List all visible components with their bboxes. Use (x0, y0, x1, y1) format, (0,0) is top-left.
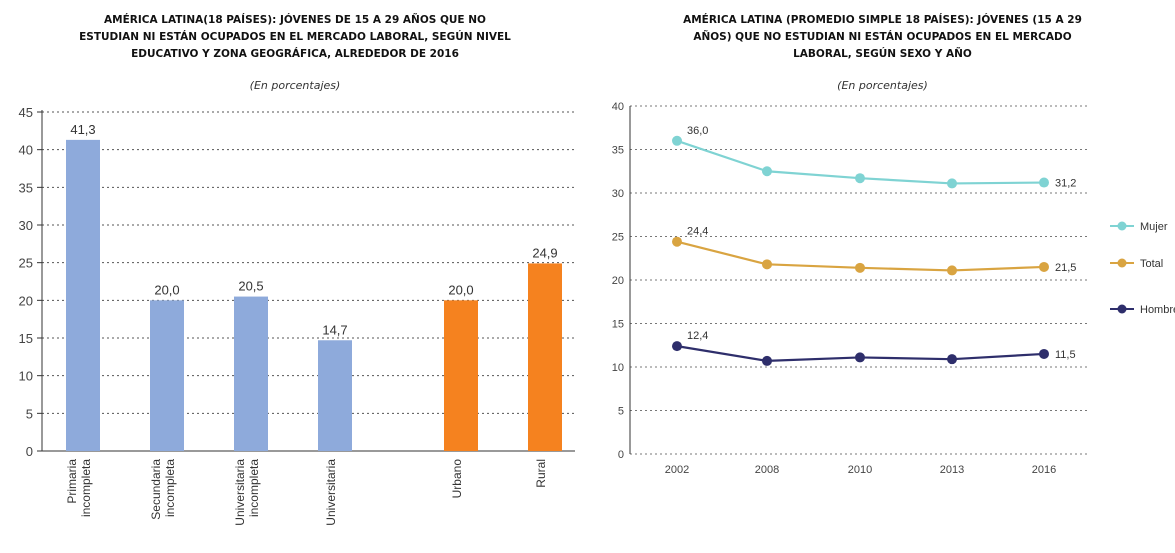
bar-value-label: 41,3 (70, 122, 95, 137)
x-tick-label: 2010 (848, 464, 872, 476)
series-last-label: 31,2 (1055, 178, 1076, 190)
series-point-hombre (762, 355, 772, 366)
y-tick-label: 15 (19, 331, 33, 346)
y-tick-label: 10 (19, 369, 33, 384)
series-point-mujer (672, 135, 682, 146)
series-last-label: 21,5 (1055, 262, 1076, 274)
series-point-total (855, 262, 865, 273)
bar-value-label: 14,7 (322, 322, 347, 337)
series-point-mujer (947, 178, 957, 189)
series-point-hombre (672, 341, 682, 352)
y-tick-label: 25 (19, 256, 33, 271)
category-label: incompleta (247, 459, 261, 517)
series-point-mujer (1039, 177, 1049, 188)
right-title-line-3: LABORAL, SEGÚN SEXO Y AÑO (793, 48, 972, 60)
right-title-line-1: AMÉRICA LATINA (PROMEDIO SIMPLE 18 PAÍSE… (683, 14, 1082, 26)
y-tick-label: 30 (19, 218, 33, 233)
bar (66, 139, 100, 451)
x-tick-label: 2016 (1032, 464, 1056, 476)
series-point-mujer (762, 166, 772, 177)
series-first-label: 12,4 (687, 330, 708, 342)
legend-label: Mujer (1140, 221, 1168, 233)
bar-value-label: 20,5 (238, 279, 263, 294)
legend-label: Total (1140, 258, 1163, 270)
category-label: Universitaria (324, 459, 338, 526)
left-chart-subtitle: (En porcentajes) (249, 79, 341, 92)
left-title-line-2: ESTUDIAN NI ESTÁN OCUPADOS EN EL MERCADO… (79, 31, 511, 43)
series-point-total (947, 265, 957, 276)
left-chart-title: AMÉRICA LATINA(18 PAÍSES): JÓVENES DE 15… (0, 12, 590, 63)
bar (150, 300, 184, 451)
y-tick-label: 10 (612, 362, 624, 374)
x-tick-label: 2008 (755, 464, 779, 476)
y-tick-label: 20 (19, 293, 33, 308)
y-tick-label: 40 (19, 143, 33, 158)
bar-value-label: 20,0 (448, 282, 473, 297)
y-tick-label: 20 (612, 275, 624, 287)
category-label: Secundaria (149, 459, 163, 520)
category-label: Primaria (65, 459, 79, 504)
bar-value-label: 20,0 (154, 282, 179, 297)
x-tick-label: 2002 (665, 464, 689, 476)
series-first-label: 24,4 (687, 226, 708, 238)
y-tick-label: 25 (612, 232, 624, 244)
y-tick-label: 35 (19, 180, 33, 195)
y-tick-label: 0 (618, 449, 624, 461)
bar (234, 296, 268, 451)
series-last-label: 11,5 (1055, 349, 1076, 361)
legend-swatch-marker (1117, 258, 1127, 268)
legend-label: Hombre (1140, 304, 1175, 316)
y-tick-label: 30 (612, 188, 624, 200)
category-label: Urbano (450, 459, 464, 499)
right-chart-subtitle: (En porcentajes) (837, 79, 928, 92)
category-label: Rural (534, 459, 548, 488)
x-tick-label: 2013 (940, 464, 964, 476)
right-chart-panel: AMÉRICA LATINA (PROMEDIO SIMPLE 18 PAÍSE… (590, 0, 1175, 553)
y-tick-label: 35 (612, 145, 624, 157)
y-tick-label: 0 (26, 444, 33, 459)
legend-swatch-marker (1117, 221, 1127, 231)
left-title-line-3: EDUCATIVO Y ZONA GEOGRÁFICA, ALREDEDOR D… (131, 48, 459, 60)
series-point-mujer (855, 173, 865, 184)
right-title-line-2: AÑOS) QUE NO ESTUDIAN NI ESTÁN OCUPADOS … (693, 31, 1072, 43)
series-point-total (672, 236, 682, 247)
y-tick-label: 5 (618, 406, 624, 418)
category-label: incompleta (79, 459, 93, 517)
right-chart-title: AMÉRICA LATINA (PROMEDIO SIMPLE 18 PAÍSE… (590, 12, 1175, 63)
category-label: Universitaria (233, 459, 247, 526)
bar (318, 340, 352, 451)
series-point-hombre (1039, 348, 1049, 359)
y-tick-label: 45 (19, 105, 33, 120)
bar (444, 300, 478, 451)
series-point-total (762, 259, 772, 270)
bar (528, 263, 562, 451)
series-point-hombre (855, 352, 865, 363)
legend-swatch-marker (1117, 304, 1127, 314)
category-label: incompleta (163, 459, 177, 517)
series-first-label: 36,0 (687, 125, 708, 137)
y-tick-label: 5 (26, 406, 33, 421)
left-chart-panel: AMÉRICA LATINA(18 PAÍSES): JÓVENES DE 15… (0, 12, 590, 526)
left-title-line-1: AMÉRICA LATINA(18 PAÍSES): JÓVENES DE 15… (104, 14, 486, 26)
line-chart: 0 5 10 15 20 25 30 35 40 2002 2008 2010 2013 2016 36,0… (612, 101, 1175, 476)
y-tick-label: 40 (612, 101, 624, 113)
series-point-total (1039, 261, 1049, 272)
y-tick-label: 15 (612, 319, 624, 331)
series-point-hombre (947, 354, 957, 365)
bar-value-label: 24,9 (532, 245, 557, 260)
